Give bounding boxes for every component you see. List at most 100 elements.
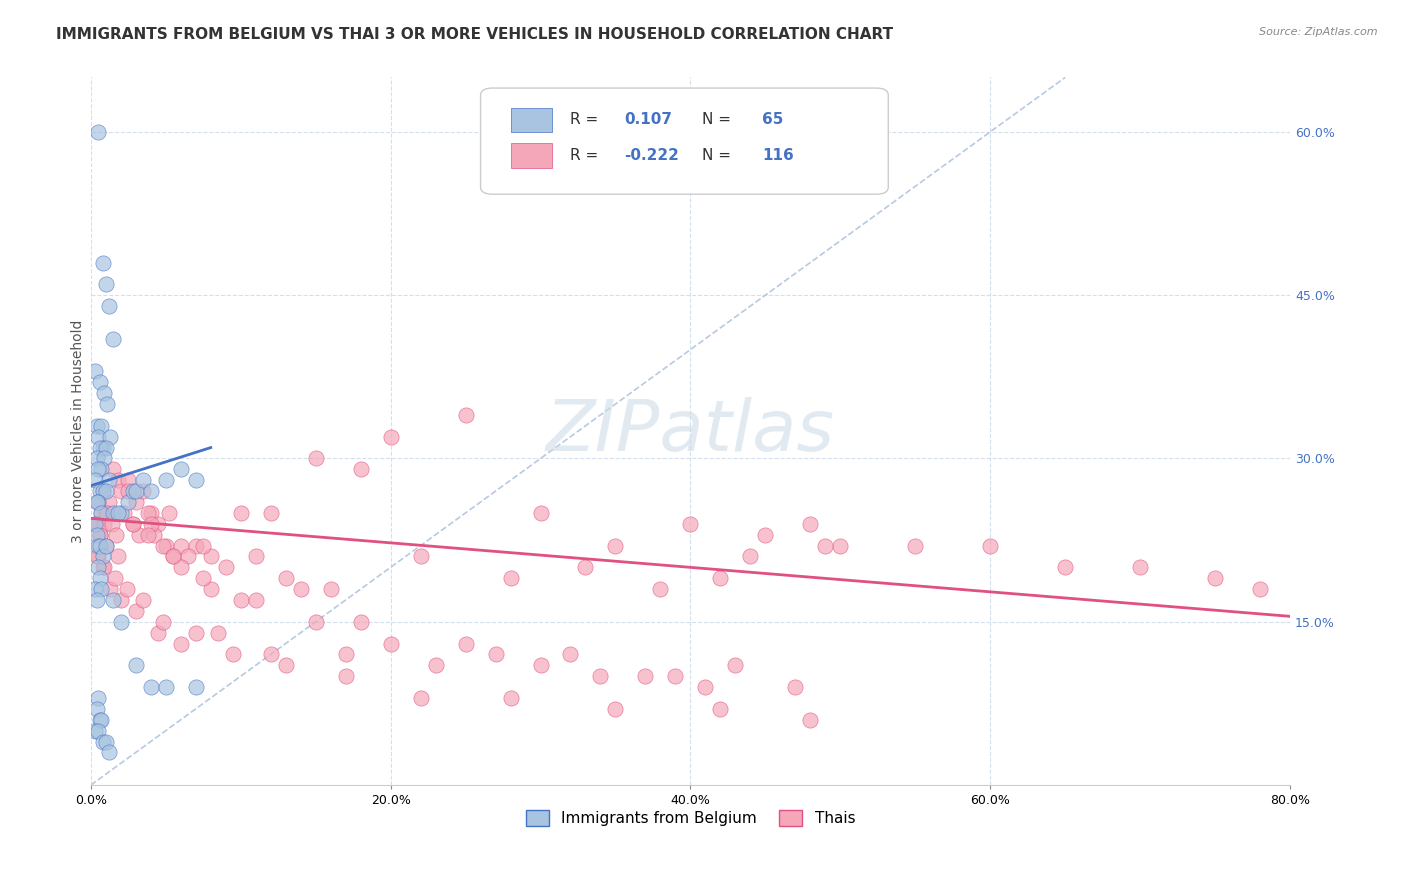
Immigrants from Belgium [93,386,115,401]
Thais [86,516,108,531]
Immigrants from Belgium [103,593,125,607]
Thais [105,527,128,541]
Thais [335,669,357,683]
Thais [634,669,657,683]
Thais [499,691,522,706]
Immigrants from Belgium [91,255,114,269]
Thais [125,495,148,509]
Thais [664,669,686,683]
Thais [148,516,170,531]
Thais [132,593,155,607]
Thais [409,691,432,706]
Immigrants from Belgium [97,746,120,760]
Thais [380,636,402,650]
Immigrants from Belgium [98,430,121,444]
Text: 0.107: 0.107 [624,112,672,128]
Immigrants from Belgium [110,506,132,520]
Thais [89,527,111,541]
Thais [121,516,143,531]
Thais [979,539,1001,553]
Thais [574,560,596,574]
Immigrants from Belgium [103,506,125,520]
Immigrants from Belgium [170,462,193,476]
Legend: Immigrants from Belgium, Thais: Immigrants from Belgium, Thais [517,803,863,834]
Text: R =: R = [571,112,603,128]
Immigrants from Belgium [125,658,148,673]
Thais [121,516,143,531]
Thais [117,484,139,499]
Thais [112,506,135,520]
Immigrants from Belgium [90,506,112,520]
Immigrants from Belgium [90,462,112,476]
Thais [128,527,150,541]
Immigrants from Belgium [184,473,207,487]
Thais [709,571,731,585]
Thais [136,527,159,541]
FancyBboxPatch shape [481,88,889,194]
Immigrants from Belgium [117,495,139,509]
Immigrants from Belgium [90,713,112,727]
Thais [814,539,837,553]
Thais [799,516,821,531]
Text: -0.222: -0.222 [624,148,679,162]
Thais [98,582,121,596]
Immigrants from Belgium [94,539,117,553]
Immigrants from Belgium [107,506,129,520]
Immigrants from Belgium [155,680,177,694]
Immigrants from Belgium [87,462,110,476]
Thais [229,593,252,607]
Immigrants from Belgium [87,723,110,738]
Thais [349,615,371,629]
Immigrants from Belgium [97,299,120,313]
Thais [139,516,162,531]
Immigrants from Belgium [87,691,110,706]
Text: 116: 116 [762,148,794,162]
Thais [162,549,184,564]
Immigrants from Belgium [89,713,111,727]
Thais [193,539,215,553]
Thais [115,582,138,596]
Thais [904,539,927,553]
Thais [91,560,114,574]
Thais [830,539,852,553]
Thais [107,549,129,564]
Immigrants from Belgium [87,430,110,444]
Thais [1249,582,1271,596]
Thais [90,506,112,520]
Thais [260,506,283,520]
Thais [94,506,117,520]
Thais [170,560,193,574]
Thais [290,582,312,596]
Immigrants from Belgium [86,418,108,433]
Thais [200,549,222,564]
Text: N =: N = [703,148,737,162]
Thais [155,539,177,553]
Immigrants from Belgium [86,451,108,466]
Thais [409,549,432,564]
Thais [740,549,762,564]
Immigrants from Belgium [91,484,114,499]
FancyBboxPatch shape [510,143,553,168]
Immigrants from Belgium [89,539,111,553]
Thais [110,484,132,499]
Thais [1054,560,1077,574]
Text: IMMIGRANTS FROM BELGIUM VS THAI 3 OR MORE VEHICLES IN HOUSEHOLD CORRELATION CHAR: IMMIGRANTS FROM BELGIUM VS THAI 3 OR MOR… [56,27,893,42]
Immigrants from Belgium [94,734,117,748]
Thais [305,451,328,466]
Immigrants from Belgium [90,418,112,433]
Text: Source: ZipAtlas.com: Source: ZipAtlas.com [1260,27,1378,37]
Thais [709,702,731,716]
Thais [589,669,612,683]
Thais [454,408,477,422]
Thais [724,658,747,673]
Thais [349,462,371,476]
Text: ZIPatlas: ZIPatlas [546,397,835,466]
Thais [184,539,207,553]
Text: 65: 65 [762,112,783,128]
Thais [177,549,200,564]
Thais [650,582,672,596]
Thais [110,593,132,607]
Thais [560,648,582,662]
Immigrants from Belgium [94,484,117,499]
Thais [499,571,522,585]
